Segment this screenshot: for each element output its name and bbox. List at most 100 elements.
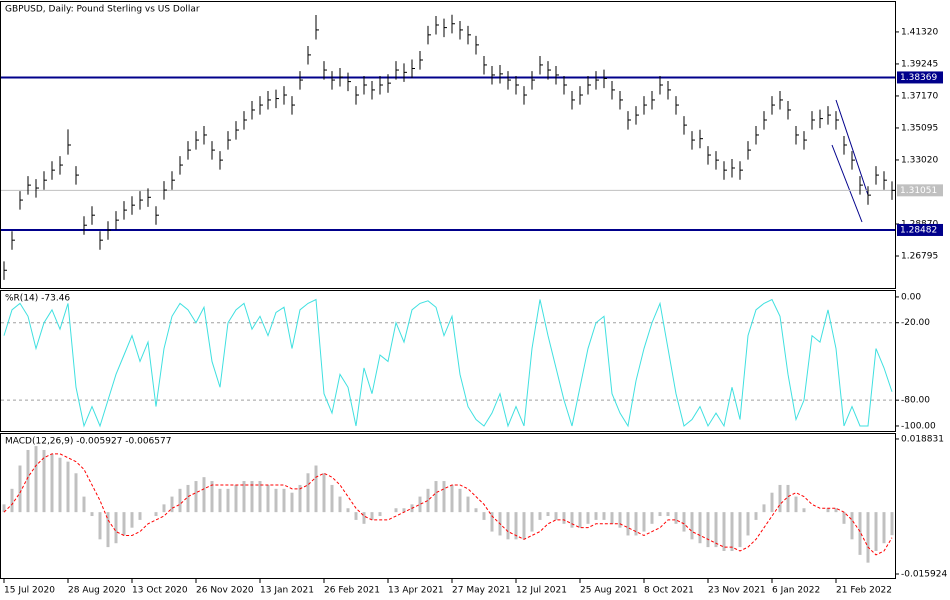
trend-line [831, 144, 863, 223]
x-tick-label: 27 May 2021 [452, 586, 511, 596]
macd-bar [746, 512, 750, 536]
macd-bar [298, 484, 302, 513]
macd-bar [258, 481, 262, 513]
macd-bar [770, 492, 774, 513]
macd-bar [354, 512, 358, 520]
macd-bar [378, 512, 382, 517]
y-tick-label: -20.00 [901, 318, 930, 328]
y-tick-label: 0.018831 [901, 434, 944, 444]
x-tick-label: 23 Nov 2021 [708, 586, 766, 596]
x-tick-label: 13 Jan 2021 [260, 586, 314, 596]
x-tick-label: 15 Jul 2020 [4, 586, 55, 596]
macd-bar [618, 512, 622, 528]
macd-panel [0, 433, 896, 579]
macd-bar [322, 473, 326, 513]
macd-bar [586, 512, 590, 524]
macd-bar [786, 484, 790, 513]
last-price-box [897, 184, 943, 197]
macd-bar [418, 496, 422, 513]
macd-bar [282, 488, 286, 513]
y-tick-label: 1.33020 [901, 155, 938, 165]
macd-bar [682, 512, 686, 532]
macd-bar [506, 512, 510, 540]
macd-bar [546, 512, 550, 517]
macd-bar [90, 512, 94, 517]
macd-bar [434, 481, 438, 513]
macd-bar [162, 504, 166, 513]
macd-bar [234, 484, 238, 513]
x-tick-label: 12 Jul 2021 [516, 586, 567, 596]
price-panel [0, 1, 896, 289]
macd-bar [834, 508, 838, 513]
macd-bar [18, 465, 22, 513]
macd-bar [50, 453, 54, 513]
macd-bar [26, 449, 30, 513]
macd-bar [394, 508, 398, 513]
macd-bar [730, 512, 734, 551]
y-tick-label: 1.26795 [901, 251, 938, 261]
macd-bar [226, 488, 230, 513]
macd-bar [346, 508, 350, 513]
macd-bar [738, 512, 742, 548]
y-tick-label: 1.35095 [901, 123, 938, 133]
macd-bar [442, 481, 446, 513]
macd-bar [562, 512, 566, 524]
x-tick-label: 6 Jan 2022 [772, 586, 820, 596]
macd-bar [594, 512, 598, 520]
signal-line [3, 453, 893, 556]
y-tick-label: -100.00 [901, 421, 936, 431]
macd-bar [34, 446, 38, 513]
macd-bar [338, 496, 342, 513]
macd-bar [178, 488, 182, 513]
level-label: 1.38369 [900, 73, 937, 83]
macd-bar [826, 508, 830, 513]
macd-bar [650, 512, 654, 524]
y-tick-label: 1.37170 [901, 91, 938, 101]
macd-bar [290, 492, 294, 513]
macd-bar [138, 512, 142, 520]
macd-bar [274, 488, 278, 513]
macd-bar [474, 508, 478, 513]
level-box [897, 71, 943, 84]
macd-bar [122, 512, 126, 536]
macd-bar [866, 512, 870, 563]
macd-bar [602, 512, 606, 520]
macd-bar [242, 481, 246, 513]
macd-bar [218, 488, 222, 513]
macd-bar [186, 484, 190, 513]
macd-bar [610, 512, 614, 524]
macd-bar [874, 512, 878, 551]
macd-bar [722, 512, 726, 551]
y-tick-label: -0.015924 [901, 570, 947, 580]
macd-bar [170, 496, 174, 513]
macd-bar [634, 512, 638, 536]
macd-bar [42, 449, 46, 513]
macd-bar [114, 512, 118, 544]
y-tick-label: 1.41320 [901, 27, 938, 37]
x-tick-label: 21 Feb 2022 [836, 586, 892, 596]
x-tick-label: 8 Oct 2021 [644, 586, 694, 596]
macd-bar [690, 512, 694, 540]
price-title: GBPUSD, Daily: Pound Sterling vs US Doll… [5, 5, 200, 15]
macd-bar [450, 484, 454, 513]
trend-line [835, 99, 869, 196]
level-label: 1.28482 [900, 225, 937, 235]
macd-bar [778, 484, 782, 513]
macd-bar [306, 473, 310, 513]
macd-title: MACD(12,26,9) -0.005927 -0.006577 [5, 437, 171, 447]
macd-bar [554, 512, 558, 520]
x-tick-label: 13 Oct 2020 [132, 586, 188, 596]
wr-panel [0, 290, 896, 432]
macd-bar [714, 512, 718, 548]
x-tick-label: 26 Feb 2021 [324, 586, 380, 596]
y-tick-label: 0.00 [901, 292, 921, 302]
macd-bar [578, 512, 582, 528]
macd-bar [490, 512, 494, 532]
macd-bar [850, 512, 854, 540]
macd-bar [74, 473, 78, 513]
macd-bar [674, 512, 678, 524]
macd-bar [58, 457, 62, 513]
